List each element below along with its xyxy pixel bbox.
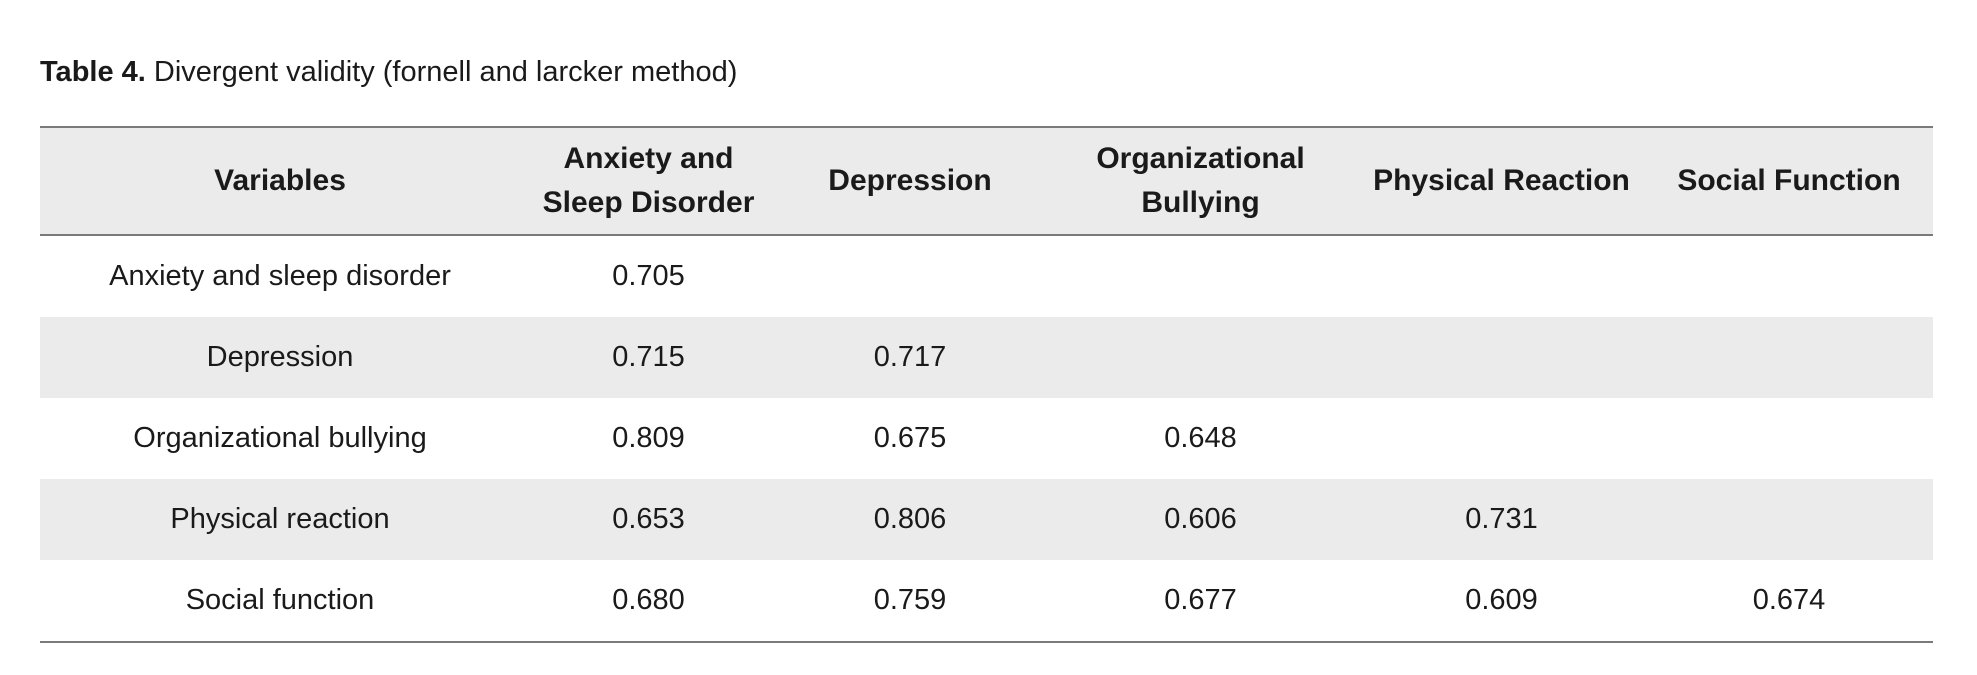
- table-cell: 0.705: [612, 260, 685, 292]
- header-variables: Variables: [40, 126, 520, 236]
- divergent-validity-table: Variables Anxiety and Sleep Disorder Dep…: [40, 126, 1933, 643]
- table-caption-text: Divergent validity (fornell and larcker …: [153, 56, 738, 88]
- table-cell: 0.609: [1358, 560, 1645, 643]
- row-label: Social function: [40, 560, 520, 643]
- row-label: Organizational bullying: [133, 422, 427, 454]
- header-depression: Depression: [777, 126, 1043, 236]
- row-label: Depression: [206, 341, 354, 373]
- table-cell: 0.606: [1164, 503, 1237, 535]
- table-cell: [1358, 398, 1645, 479]
- table-row: Organizational bullying 0.809 0.675 0.64…: [40, 398, 1933, 479]
- header-anxiety-sleep-disorder: Anxiety and Sleep Disorder: [520, 126, 777, 236]
- table-cell: [777, 235, 1043, 317]
- row-label: Anxiety and sleep disorder: [109, 260, 451, 292]
- table-cell: 0.809: [612, 422, 685, 454]
- table-cell: [1358, 235, 1645, 317]
- table-caption: Table 4. Divergent validity (fornell and…: [40, 52, 737, 92]
- table-cell: 0.675: [873, 422, 947, 454]
- table-header-row: Variables Anxiety and Sleep Disorder Dep…: [40, 126, 1933, 236]
- table-cell: 0.715: [612, 341, 685, 373]
- table-cell: [1645, 479, 1933, 560]
- header-organizational-bullying: Organizational Bullying: [1043, 126, 1358, 236]
- table-cell: [1358, 317, 1645, 398]
- table-cell: 0.648: [1164, 422, 1237, 454]
- table-cell: [1043, 317, 1358, 398]
- table-cell: 0.653: [612, 503, 685, 535]
- table-cell: [1645, 235, 1933, 317]
- table-row: Social function 0.680 0.759 0.677 0.609 …: [40, 560, 1933, 643]
- table-cell: 0.806: [873, 503, 947, 535]
- table-row: Physical reaction 0.653 0.806 0.606 0.73…: [40, 479, 1933, 560]
- row-label: Physical reaction: [170, 503, 390, 535]
- table-cell: 0.717: [873, 341, 947, 373]
- table-cell: 0.674: [1645, 560, 1933, 643]
- table-row: Anxiety and sleep disorder 0.705: [40, 235, 1933, 317]
- table-caption-label: Table 4.: [40, 56, 146, 88]
- header-social-function: Social Function: [1645, 126, 1933, 236]
- table-cell: 0.677: [1043, 560, 1358, 643]
- table-cell: 0.759: [777, 560, 1043, 643]
- table-cell: 0.731: [1465, 503, 1538, 535]
- header-physical-reaction: Physical Reaction: [1358, 126, 1645, 236]
- table-cell: [1645, 398, 1933, 479]
- table-cell: [1043, 235, 1358, 317]
- table-row: Depression 0.715 0.717: [40, 317, 1933, 398]
- table-cell: 0.680: [520, 560, 777, 643]
- table-cell: [1645, 317, 1933, 398]
